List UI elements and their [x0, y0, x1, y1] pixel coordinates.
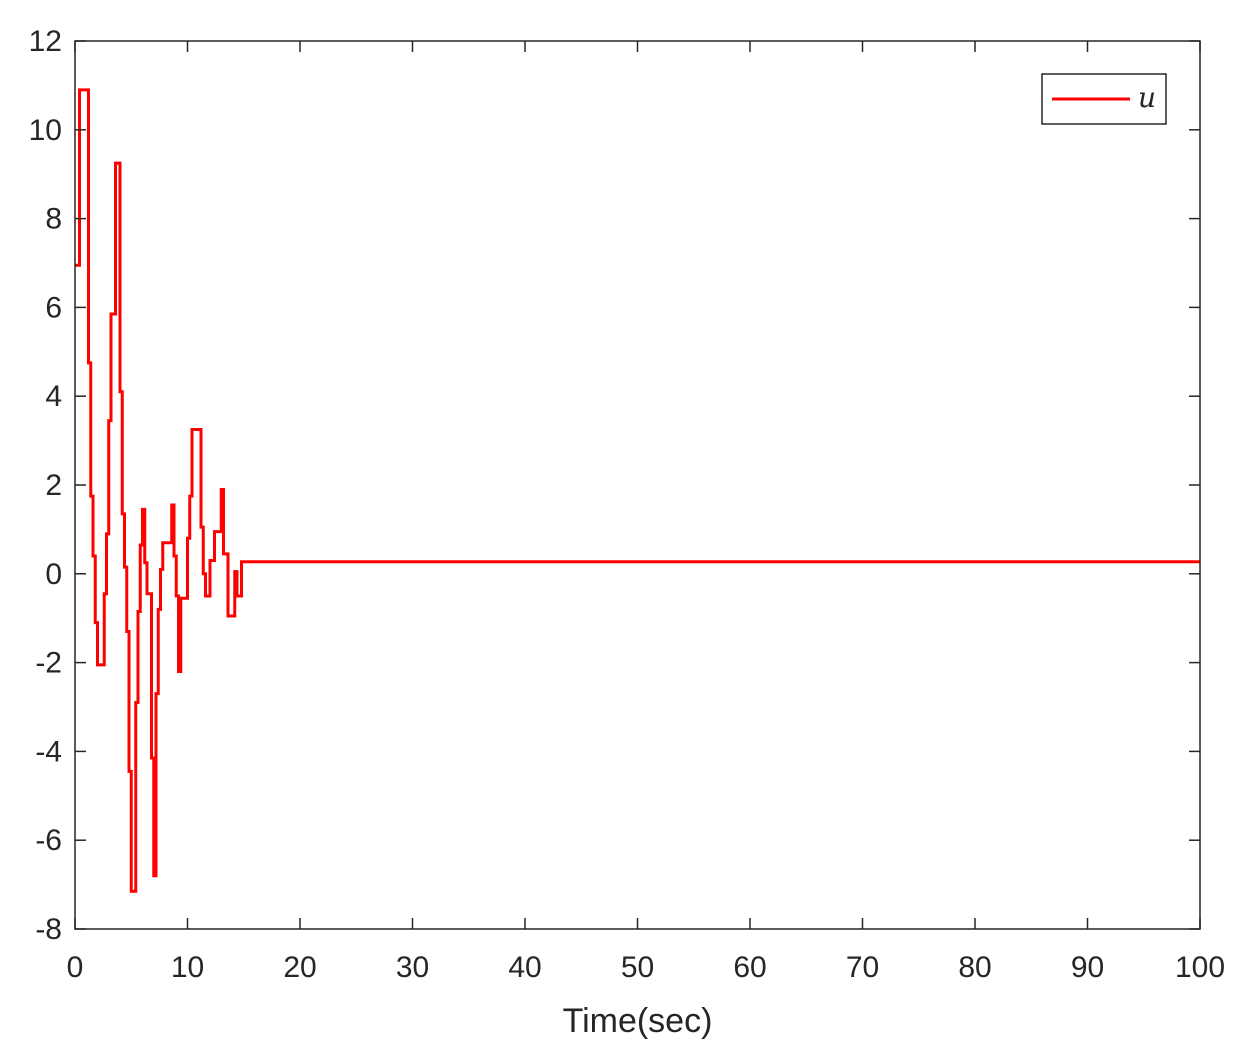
x-tick-label: 20 — [283, 951, 316, 984]
series-layer — [75, 88, 1200, 893]
x-tick-label: 60 — [733, 951, 766, 984]
x-tick-label: 40 — [508, 951, 541, 984]
y-tick-label: 10 — [29, 114, 62, 147]
legend-entry-u: u — [1138, 81, 1156, 114]
y-tick-label: 2 — [45, 469, 62, 502]
x-axis-label: Time(sec) — [563, 1002, 713, 1040]
x-tick-label: 90 — [1071, 951, 1104, 984]
y-tick-label: -8 — [35, 913, 62, 946]
y-tick-label: 8 — [45, 203, 62, 236]
x-tick-label: 100 — [1175, 951, 1225, 984]
x-tick-label: 0 — [67, 951, 84, 984]
plot-area — [75, 41, 1200, 929]
y-tick-label: 12 — [29, 25, 62, 58]
x-tick-label: 30 — [396, 951, 429, 984]
y-tick-label: 6 — [45, 291, 62, 324]
series-line-u — [75, 88, 1200, 893]
x-tick-label: 70 — [846, 951, 879, 984]
y-tick-label: 0 — [45, 558, 62, 591]
x-tick-label: 50 — [621, 951, 654, 984]
y-tick-label: 4 — [45, 380, 62, 413]
x-axis: 0 10 20 30 40 50 60 70 80 90 100 — [67, 41, 1225, 984]
y-tick-label: -2 — [35, 647, 62, 680]
legend: u — [1041, 73, 1167, 125]
y-tick-label: -6 — [35, 824, 62, 857]
x-tick-label: 80 — [958, 951, 991, 984]
x-tick-label: 10 — [171, 951, 204, 984]
y-tick-label: -4 — [35, 735, 62, 768]
y-axis: -8 -6 -4 -2 0 2 4 6 8 10 12 — [29, 25, 1200, 946]
